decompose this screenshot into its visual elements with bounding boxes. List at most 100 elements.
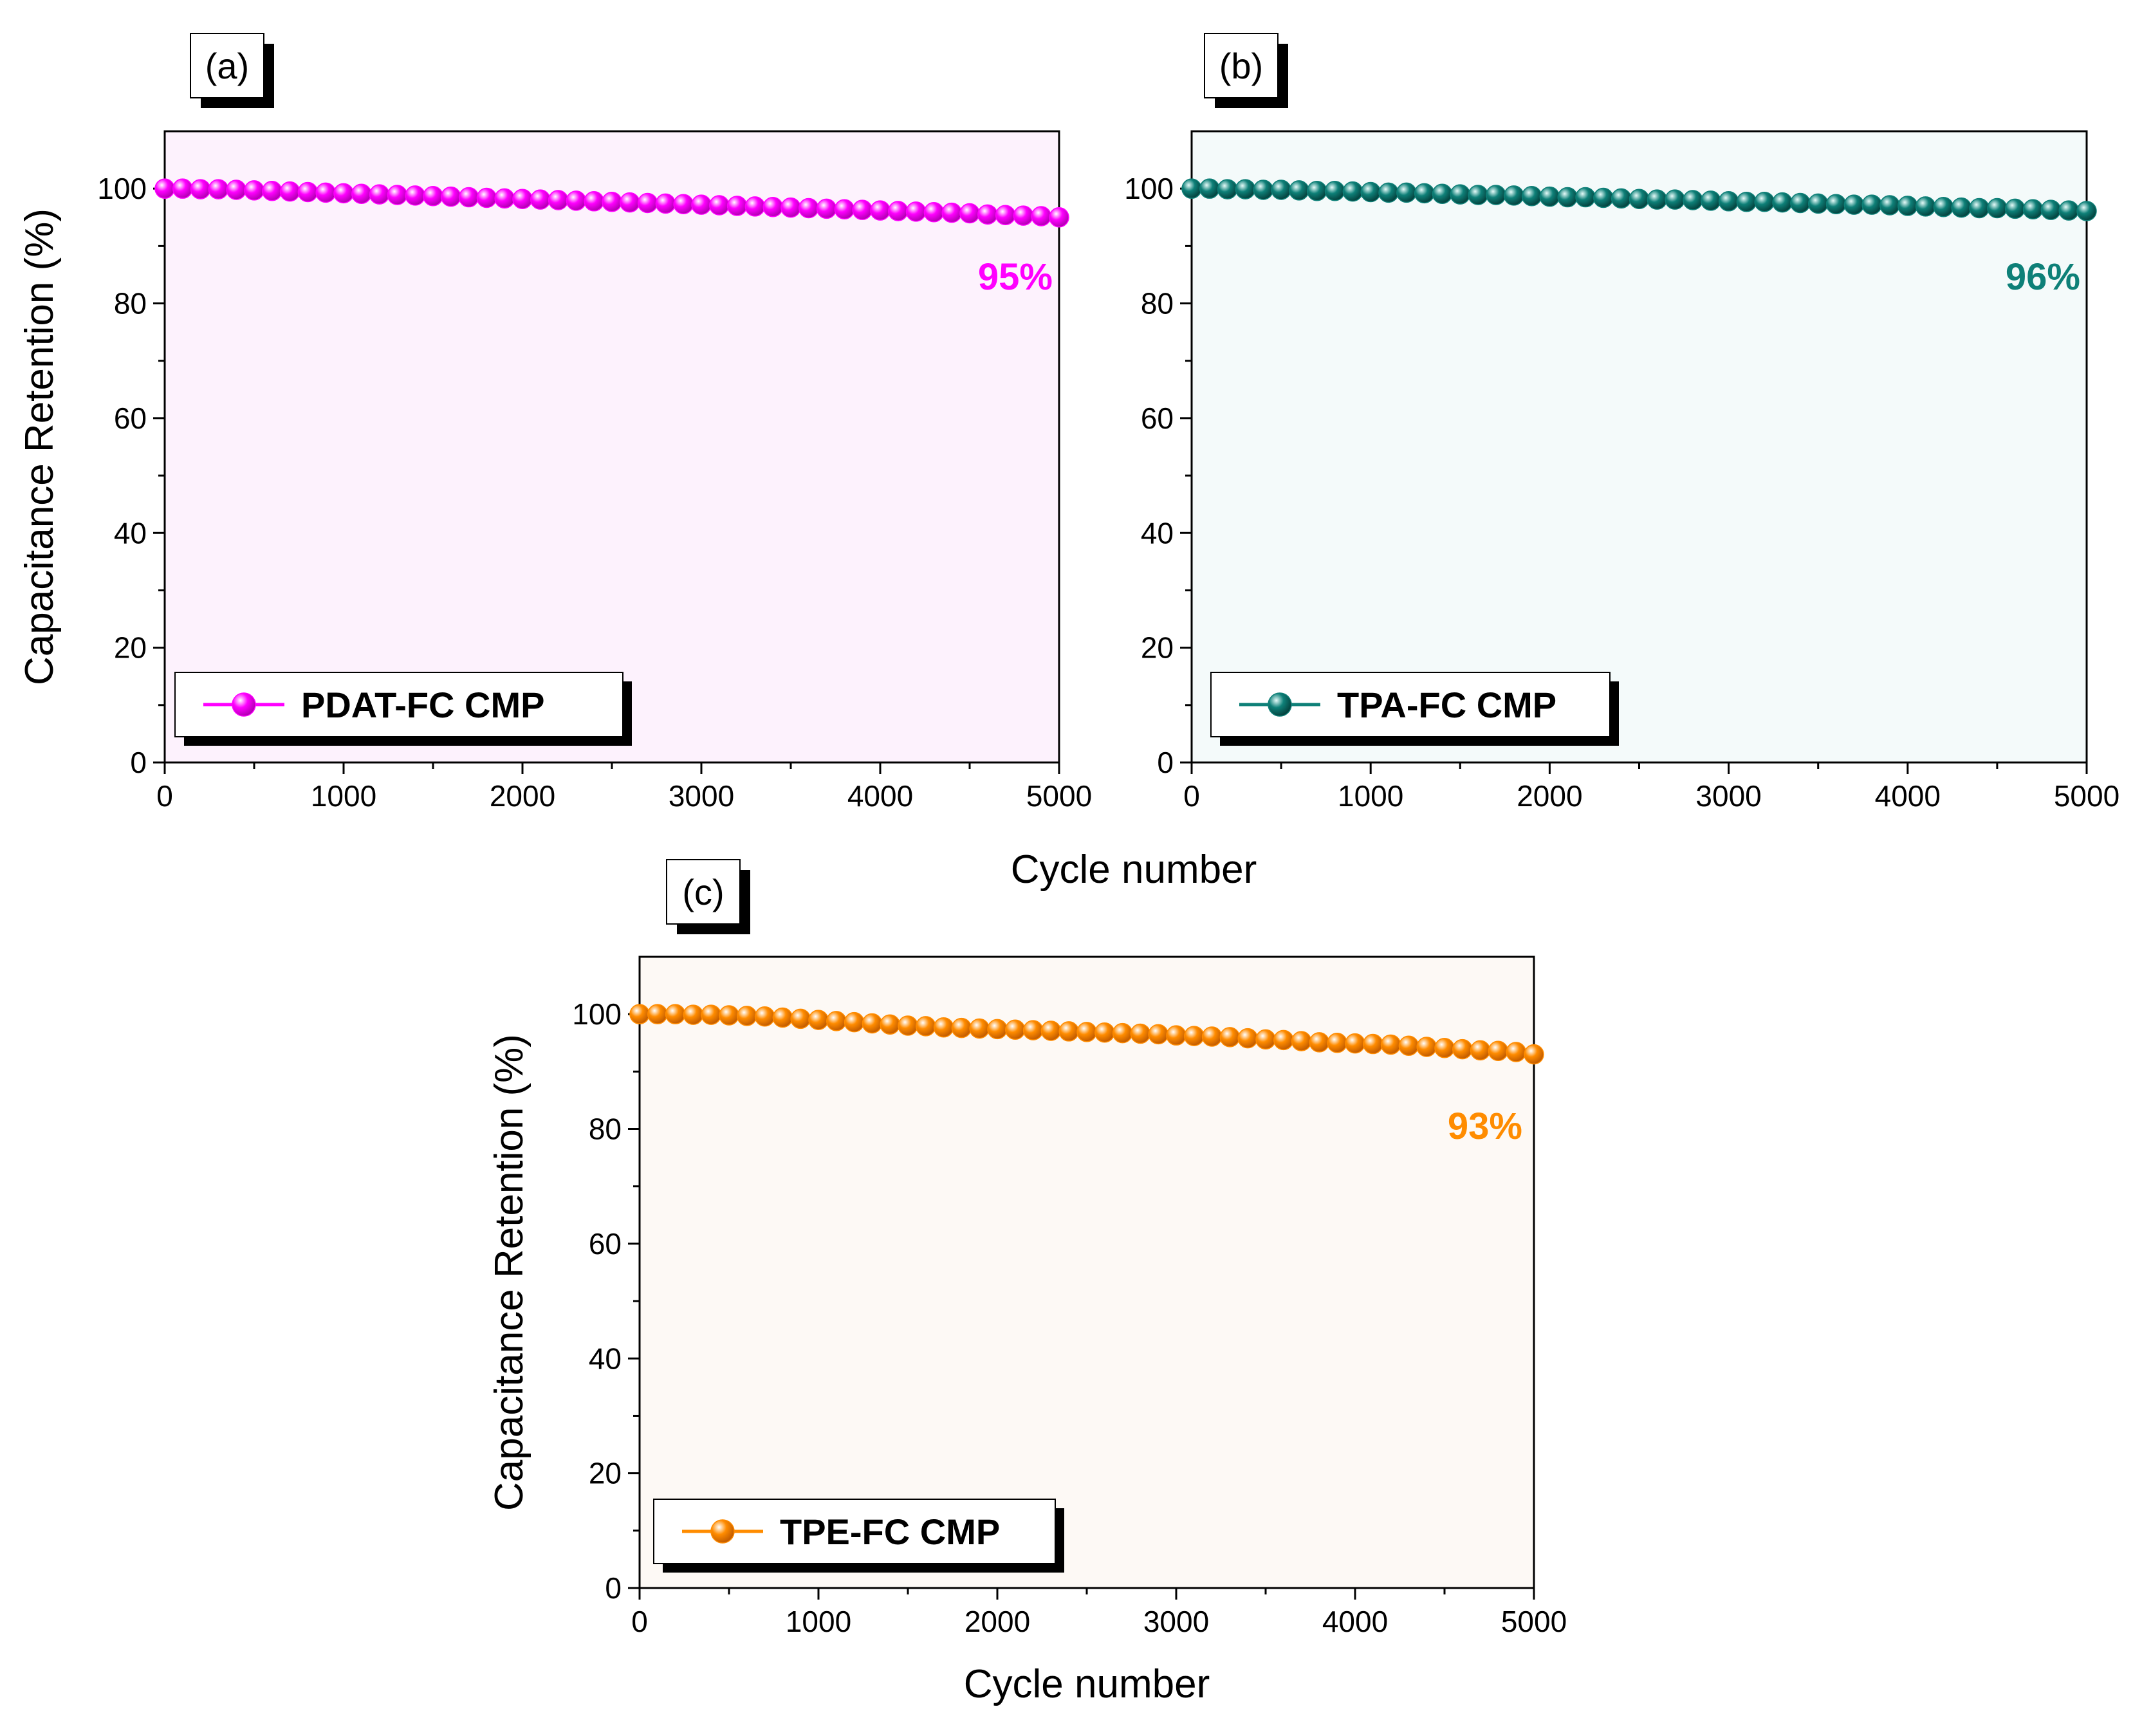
data-point — [244, 180, 264, 201]
data-point — [719, 1005, 739, 1026]
data-point — [1736, 191, 1757, 212]
data-point — [1291, 1031, 1312, 1051]
data-point — [808, 1010, 829, 1030]
x-axis-label: Cycle number — [964, 1662, 1210, 1706]
data-point — [1593, 187, 1614, 208]
data-point — [476, 187, 497, 208]
data-point — [1253, 180, 1274, 200]
data-point — [1488, 1040, 1509, 1062]
data-point — [1969, 198, 1990, 219]
data-point — [709, 195, 730, 216]
data-point — [1148, 1024, 1168, 1045]
data-point — [933, 1017, 954, 1038]
retention-annotation: 93% — [1448, 1105, 1522, 1147]
data-point — [154, 178, 175, 199]
x-tick-label: 3000 — [1143, 1605, 1209, 1638]
data-point — [1611, 188, 1632, 209]
data-point — [1022, 1020, 1044, 1040]
plot-area — [1192, 131, 2087, 762]
data-point — [737, 1006, 757, 1026]
x-tick-label: 2000 — [965, 1605, 1030, 1638]
data-point — [2004, 198, 2026, 219]
data-point — [620, 192, 640, 213]
data-point — [208, 179, 229, 199]
data-point — [1398, 1035, 1419, 1056]
x-tick-label: 2000 — [1517, 779, 1582, 813]
data-point — [1345, 1033, 1365, 1054]
y-axis-label: Capacitance Retention (%) — [17, 208, 62, 685]
data-point — [1342, 181, 1363, 202]
x-tick-label: 5000 — [2054, 779, 2119, 813]
data-point — [862, 1013, 883, 1034]
data-point — [880, 1014, 900, 1035]
data-point — [762, 196, 783, 217]
data-point — [790, 1008, 811, 1030]
data-point — [1754, 191, 1775, 212]
data-point — [1470, 1040, 1491, 1061]
data-point — [826, 1011, 847, 1031]
data-point — [441, 186, 461, 207]
data-point — [1539, 186, 1560, 207]
data-point — [1468, 185, 1488, 205]
y-tick-label: 100 — [97, 172, 147, 205]
data-point — [1201, 1026, 1223, 1047]
data-point — [673, 194, 694, 215]
data-point — [1309, 1032, 1330, 1053]
data-point — [1879, 195, 1900, 216]
data-point — [1076, 1022, 1097, 1042]
y-tick-label: 0 — [605, 1571, 622, 1605]
data-point — [726, 196, 748, 216]
data-point — [1360, 181, 1381, 203]
data-point — [190, 179, 211, 199]
legend-marker — [710, 1519, 735, 1544]
data-point — [987, 1019, 1008, 1040]
data-point — [665, 1004, 686, 1024]
plot-area — [165, 131, 1059, 762]
data-point — [1450, 184, 1471, 205]
data-point — [1933, 196, 1954, 217]
data-point — [226, 180, 246, 200]
legend-marker — [1268, 692, 1292, 717]
data-point — [1363, 1033, 1383, 1055]
y-tick-label: 60 — [589, 1227, 622, 1260]
x-tick-label: 4000 — [847, 779, 913, 813]
data-point — [1504, 185, 1524, 206]
data-point — [1951, 197, 1972, 218]
data-point — [1665, 189, 1685, 210]
panel-label: (b) — [1219, 46, 1263, 86]
data-point — [1273, 1030, 1294, 1051]
data-point — [1772, 192, 1793, 213]
data-point — [530, 189, 551, 210]
data-point — [1701, 190, 1721, 211]
data-point — [951, 1017, 972, 1039]
data-point — [1058, 1021, 1079, 1042]
y-tick-label: 80 — [589, 1113, 622, 1146]
data-point — [1271, 180, 1291, 200]
data-point — [754, 1006, 775, 1027]
x-tick-label: 1000 — [1338, 779, 1403, 813]
data-point — [969, 1018, 990, 1039]
panel-label-box — [666, 859, 741, 925]
y-tick-label: 0 — [130, 746, 147, 779]
data-point — [816, 198, 837, 219]
data-point — [1987, 198, 2008, 219]
x-tick-label: 5000 — [1026, 779, 1092, 813]
data-point — [602, 191, 622, 212]
data-point — [1306, 180, 1327, 201]
data-point — [262, 180, 282, 201]
y-tick-label: 100 — [572, 997, 622, 1031]
data-point — [387, 185, 408, 205]
data-point — [1166, 1025, 1186, 1046]
y-tick-label: 40 — [114, 516, 147, 549]
data-point — [655, 193, 676, 214]
data-point — [584, 191, 604, 212]
data-point — [1416, 1037, 1437, 1057]
y-tick-label: 20 — [589, 1457, 622, 1490]
data-point — [405, 185, 425, 206]
data-point — [1843, 194, 1865, 215]
data-point — [1217, 179, 1238, 199]
data-point — [1219, 1027, 1241, 1048]
data-point — [1049, 207, 1069, 228]
data-point — [916, 1016, 936, 1037]
